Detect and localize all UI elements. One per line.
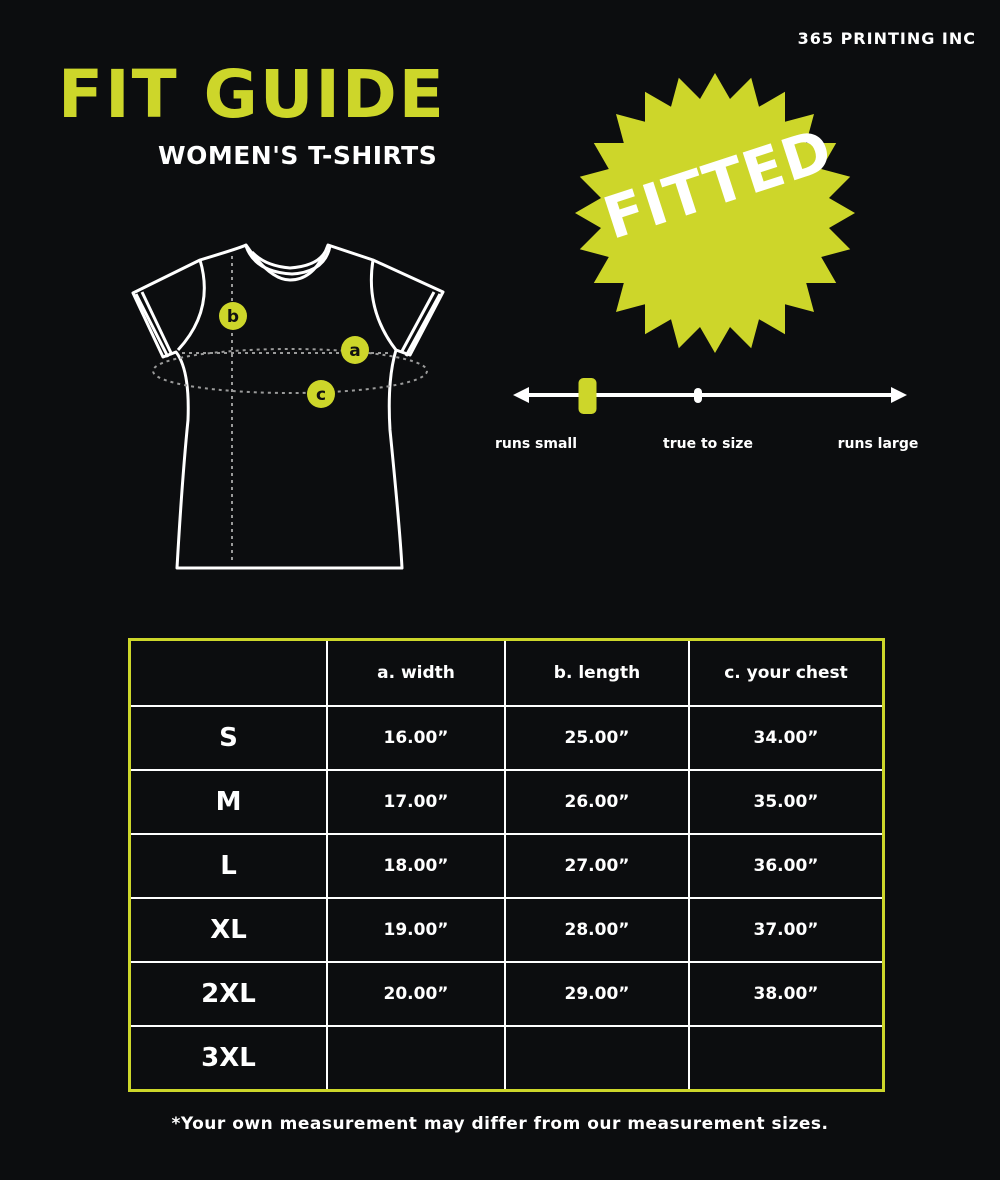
fit-scale [513,378,907,414]
chest-cell [688,1025,885,1092]
length-cell: 25.00” [504,705,690,771]
runs-small-label: runs small [494,436,577,452]
size-chart-table: a. width b. length c. your chest S 16.00”… [128,638,885,1092]
size-cell: L [128,833,328,899]
footnote: *Your own measurement may differ from ou… [171,1114,829,1134]
size-cell: M [128,769,328,835]
tshirt-outline [131,243,445,570]
true-to-size-label: true to size [663,436,753,452]
fitted-starburst-badge [575,73,855,353]
label-a-marker: a [341,336,369,364]
width-cell: 18.00” [326,833,506,899]
tshirt-diagram: b a c [131,243,445,570]
svg-text:a: a [349,341,360,361]
width-cell: 17.00” [326,769,506,835]
chest-cell: 38.00” [688,961,885,1027]
page-subtitle: WOMEN'S T-SHIRTS [158,141,438,170]
chest-cell: 35.00” [688,769,885,835]
size-cell: S [128,705,328,771]
size-cell: XL [128,897,328,963]
svg-text:b: b [227,307,239,327]
arrow-right-icon [891,387,907,403]
table-row: L 18.00” 27.00” 36.00” [128,833,885,899]
size-cell: 3XL [128,1025,328,1092]
chest-cell: 37.00” [688,897,885,963]
header-length: b. length [504,638,690,707]
header-width: a. width [326,638,506,707]
width-cell: 16.00” [326,705,506,771]
brand-name: 365 PRINTING INC [797,29,976,48]
header-empty [128,638,328,707]
length-cell: 28.00” [504,897,690,963]
fit-marker [578,378,597,414]
width-cell: 20.00” [326,961,506,1027]
table-row: 3XL [128,1025,885,1092]
length-cell: 29.00” [504,961,690,1027]
table-row: XL 19.00” 28.00” 37.00” [128,897,885,963]
length-cell: 26.00” [504,769,690,835]
table-header-row: a. width b. length c. your chest [128,638,885,707]
length-cell: 27.00” [504,833,690,899]
label-c-marker: c [307,380,335,408]
true-to-size-tick [694,388,702,403]
table-row: 2XL 20.00” 29.00” 38.00” [128,961,885,1027]
runs-large-label: runs large [837,436,919,452]
page-title: FIT GUIDE [58,56,446,133]
label-b-marker: b [219,302,247,330]
chest-cell: 36.00” [688,833,885,899]
arrow-left-icon [513,387,529,403]
header-chest: c. your chest [688,638,885,707]
size-cell: 2XL [128,961,328,1027]
length-cell [504,1025,690,1092]
svg-text:c: c [316,385,326,405]
table-row: M 17.00” 26.00” 35.00” [128,769,885,835]
table-row: S 16.00” 25.00” 34.00” [128,705,885,771]
width-cell [326,1025,506,1092]
chest-cell: 34.00” [688,705,885,771]
width-cell: 19.00” [326,897,506,963]
